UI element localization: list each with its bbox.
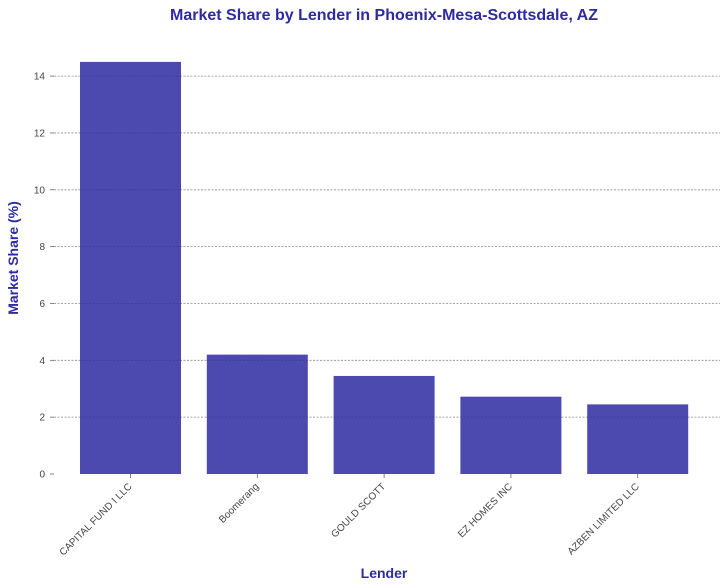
grid-lines (54, 75, 720, 418)
bars (80, 61, 689, 474)
chart-title: Market Share by Lender in Phoenix-Mesa-S… (170, 7, 598, 24)
y-tick-label: 8 (39, 242, 45, 253)
x-tick-label: Boomerang (217, 481, 261, 525)
x-tick-label: GOULD SCOTT (329, 481, 388, 540)
y-tick-label: 4 (39, 356, 45, 367)
x-tick-label: EZ HOMES INC (456, 481, 515, 540)
x-tick-label: CAPITAL FUND I LLC (58, 481, 135, 558)
bar (206, 354, 308, 474)
x-tick-label: AZBEN LIMITED LLC (566, 481, 642, 557)
y-tick-label: 14 (34, 72, 46, 83)
x-axis-title: Lender (361, 565, 408, 581)
y-tick-label: 6 (39, 299, 45, 310)
x-axis-ticks: CAPITAL FUND I LLC Boomerang GOULD SCOTT EZ… (58, 474, 642, 558)
bar (460, 396, 562, 474)
y-tick-label: 2 (39, 413, 45, 424)
bar (333, 375, 435, 474)
bar (587, 404, 689, 474)
y-tick-label: 12 (34, 128, 46, 139)
bar (80, 61, 181, 474)
y-axis-ticks: 0 2 4 6 8 10 12 14 (34, 72, 54, 481)
y-tick-label: 10 (34, 185, 46, 196)
y-axis-title: Market Share (%) (5, 201, 21, 315)
y-tick-label: 0 (39, 470, 45, 481)
